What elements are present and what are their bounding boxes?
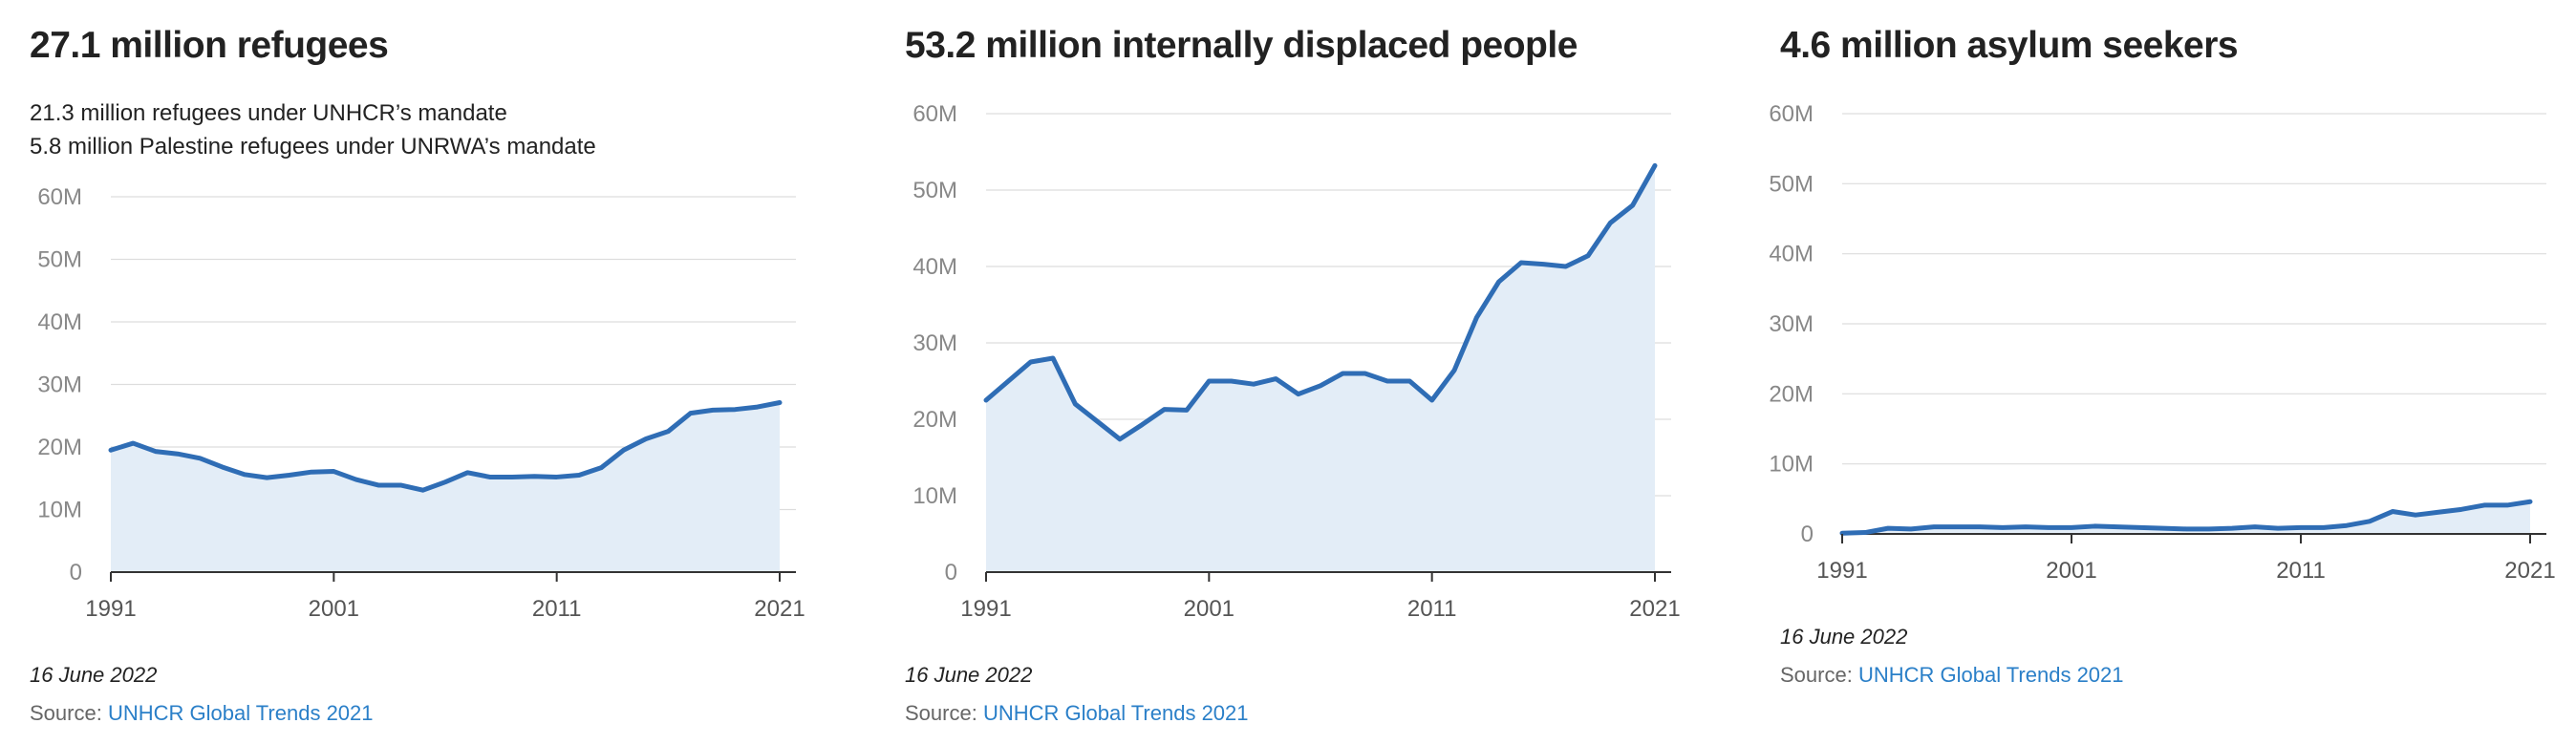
y-tick-label: 50M	[1769, 171, 1814, 197]
x-tick-label: 2001	[309, 596, 359, 622]
series-line	[108, 399, 783, 493]
y-tick-label: 60M	[1769, 101, 1814, 127]
y-tick-label: 30M	[1769, 311, 1814, 337]
y-tick-label: 60M	[37, 184, 82, 210]
x-tick-label: 2011	[532, 596, 582, 622]
source-link[interactable]: UNHCR Global Trends 2021	[107, 701, 374, 725]
x-tick-label: 2001	[2046, 558, 2096, 584]
chart-source: Source: UNHCR Global Trends 2021	[30, 701, 374, 726]
chart-title: 27.1 million refugees	[30, 25, 389, 66]
chart-plot-refugees: 0 10M 20M 30M 40M 50M 60M 1991 2001 2011 2021	[37, 184, 805, 622]
y-tick-label: 60M	[912, 101, 957, 127]
x-tick-label: 2021	[2504, 558, 2555, 584]
y-tick-label: 40M	[37, 309, 82, 335]
chart-subtitle-unhcr: 21.3 million refugees under UNHCR’s mand…	[30, 100, 507, 126]
chart-source: Source: UNHCR Global Trends 2021	[905, 701, 1249, 726]
x-tick-label: 2001	[1184, 596, 1234, 622]
chart-source: Source: UNHCR Global Trends 2021	[1780, 663, 2124, 688]
chart-date: 16 June 2022	[1780, 625, 1908, 649]
y-tick-label: 0	[1801, 522, 1814, 547]
y-tick-label: 10M	[912, 483, 957, 509]
y-tick-label: 20M	[1769, 381, 1814, 407]
chart-panel-idps: 53.2 million internally displaced people…	[905, 0, 1746, 745]
y-tick-label: 20M	[37, 435, 82, 460]
source-prefix: Source:	[1780, 663, 1858, 687]
chart-panel-asylum-seekers: 4.6 million asylum seekers 0 10M 20M 30M 40M…	[1769, 0, 2576, 745]
y-tick-label: 10M	[1769, 452, 1814, 478]
source-prefix: Source:	[30, 701, 108, 725]
x-tick-label: 1991	[960, 596, 1011, 622]
chart-panel-refugees: 27.1 million refugees 21.3 million refug…	[30, 0, 870, 745]
y-tick-label: 0	[945, 560, 957, 585]
series-line	[1839, 499, 2533, 536]
y-tick-label: 10M	[37, 498, 82, 523]
chart-title: 53.2 million internally displaced people	[905, 25, 1578, 66]
x-tick-label: 1991	[1816, 558, 1867, 584]
chart-plot-idps: 0 10M 20M 30M 40M 50M 60M 1991 2001 2011 2021	[912, 101, 1680, 622]
chart-plot-asylum-seekers: 0 10M 20M 30M 40M 50M 60M 1991 2001 2011 2021	[1769, 101, 2555, 584]
series-area	[1842, 501, 2530, 534]
chart-title: 4.6 million asylum seekers	[1780, 25, 2239, 66]
x-tick-label: 2021	[1629, 596, 1680, 622]
chart-date: 16 June 2022	[30, 663, 158, 687]
x-tick-label: 2011	[2276, 558, 2326, 584]
series-area	[986, 165, 1655, 572]
source-prefix: Source:	[905, 701, 983, 725]
y-tick-label: 0	[70, 560, 82, 585]
source-link[interactable]: UNHCR Global Trends 2021	[1857, 663, 2124, 687]
chart-date: 16 June 2022	[905, 663, 1033, 687]
y-tick-label: 40M	[912, 254, 957, 280]
series-area	[111, 402, 780, 572]
x-tick-label: 2011	[1407, 596, 1457, 622]
source-link[interactable]: UNHCR Global Trends 2021	[982, 701, 1249, 725]
y-tick-label: 40M	[1769, 242, 1814, 267]
y-tick-label: 30M	[37, 372, 82, 398]
x-tick-label: 1991	[85, 596, 136, 622]
y-tick-label: 50M	[37, 247, 82, 273]
y-tick-label: 50M	[912, 178, 957, 203]
x-tick-label: 2021	[754, 596, 805, 622]
chart-subtitle-unrwa: 5.8 million Palestine refugees under UNR…	[30, 134, 596, 160]
series-line	[983, 162, 1658, 442]
y-tick-label: 30M	[912, 330, 957, 356]
y-tick-label: 20M	[912, 407, 957, 433]
